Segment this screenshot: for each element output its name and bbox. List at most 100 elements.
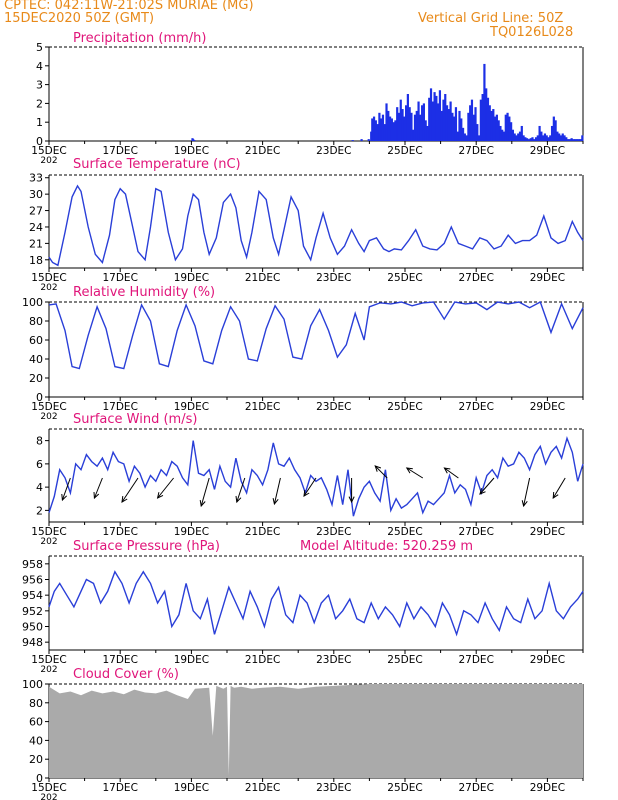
x-tick-label: 29DEC — [530, 272, 565, 284]
wind-arrow-head — [121, 496, 128, 503]
x-tick-label: 19DEC — [174, 526, 209, 538]
precip-bar — [549, 135, 552, 141]
precip-bar — [451, 112, 454, 141]
x-tick-label: 27DEC — [458, 145, 493, 157]
wind-arrow-head — [552, 491, 559, 499]
precip-bar — [495, 114, 498, 141]
precip-bar — [421, 105, 424, 141]
wind-arrow-shaft — [93, 477, 103, 499]
precip-bar — [447, 109, 450, 141]
y-tick-label: 954 — [22, 589, 43, 602]
precip-bar — [511, 129, 514, 141]
x-tick-label: 27DEC — [458, 654, 493, 666]
precip-bar — [394, 120, 397, 141]
precip-bar — [566, 139, 570, 141]
precip-bar — [526, 138, 529, 141]
x-tick-label: 19DEC — [174, 272, 209, 284]
precip-bar — [527, 139, 531, 141]
x-tick-label: 23DEC — [316, 654, 351, 666]
wind-arrow-head — [405, 467, 413, 474]
x-tick-label: 25DEC — [387, 401, 422, 413]
precip-bar — [574, 139, 577, 141]
panel-title: Precipitation (mm/h) — [73, 31, 206, 46]
wind-arrow-shaft — [236, 477, 246, 503]
precip-bar — [440, 110, 443, 141]
x-tick-label: 17DEC — [102, 272, 137, 284]
precip-bar — [458, 110, 461, 141]
panel-3 — [45, 300, 584, 401]
precip-bar — [412, 129, 415, 141]
x-tick-label: 21DEC — [245, 526, 280, 538]
wind-arrow-head — [479, 488, 486, 495]
x-tick-label: 15DEC — [31, 654, 66, 666]
precip-bar — [533, 139, 536, 141]
y-tick-label: 80 — [29, 315, 43, 328]
x-tick-label: 21DEC — [245, 782, 280, 794]
precip-bar — [444, 94, 447, 141]
panel-5 — [45, 555, 584, 654]
precip-bar — [408, 107, 411, 141]
precip-bar — [351, 140, 354, 141]
y-tick-label: 6 — [36, 458, 43, 471]
precip-bar — [380, 118, 383, 141]
precip-bar — [568, 139, 571, 141]
precip-bar — [385, 103, 388, 141]
y-tick-label: 3 — [36, 79, 43, 92]
panel-1 — [45, 46, 584, 145]
y-tick-label: 60 — [29, 716, 43, 729]
precip-bar — [577, 139, 580, 141]
precip-bar — [570, 138, 573, 141]
header-grid-note: Vertical Grid Line: 50Z — [418, 11, 564, 26]
series-line — [48, 300, 584, 370]
precip-bar — [547, 137, 550, 141]
y-tick-label: 2 — [36, 504, 43, 517]
precip-bar — [383, 124, 386, 141]
precip-bar — [456, 131, 459, 141]
x-tick-label: 21DEC — [245, 145, 280, 157]
precip-bar — [374, 120, 377, 141]
precip-bar — [392, 122, 395, 141]
x-tick-label: 29DEC — [530, 145, 565, 157]
precip-bar — [470, 99, 474, 141]
x-tick-label: 19DEC — [174, 654, 209, 666]
precip-bar — [479, 99, 482, 141]
precip-bar — [406, 94, 409, 141]
y-tick-label: 8 — [36, 435, 43, 448]
x-tick-label: 27DEC — [458, 401, 493, 413]
precip-bar — [388, 116, 392, 141]
x-tick-label: 29DEC — [530, 401, 565, 413]
precip-bar — [563, 135, 566, 141]
x-tick-label: 29DEC — [530, 526, 565, 538]
x-tick-label: 27DEC — [458, 272, 493, 284]
precip-bar — [492, 109, 495, 141]
x-tick-label: 23DEC — [316, 145, 351, 157]
precip-bar — [524, 137, 527, 141]
x-tick-label: 17DEC — [102, 145, 137, 157]
wind-arrow-shaft — [374, 465, 388, 479]
precip-bar — [559, 135, 563, 141]
x-tick-label: 15DEC — [31, 401, 66, 413]
y-tick-label: 5 — [36, 41, 43, 54]
panel-4 — [45, 428, 584, 526]
precip-bar — [504, 114, 507, 141]
y-tick-label: 4 — [36, 481, 43, 494]
precip-bar — [472, 114, 475, 141]
x-tick-label: 25DEC — [387, 782, 422, 794]
precip-bar — [565, 137, 568, 141]
wind-arrow-shaft — [552, 477, 566, 499]
x-tick-label: 19DEC — [174, 782, 209, 794]
x-tick-label: 19DEC — [174, 145, 209, 157]
precip-bar — [529, 138, 532, 141]
x-tick-label: 29DEC — [530, 654, 565, 666]
x-tick-label: 29DEC — [530, 782, 565, 794]
precip-bar — [401, 109, 404, 141]
precip-bar — [415, 110, 418, 141]
header-run-date: 15DEC2020 50Z (GMT) — [4, 11, 155, 26]
precip-bar — [517, 133, 520, 141]
wind-arrow-shaft — [479, 477, 495, 495]
precip-bar — [545, 135, 548, 141]
y-tick-label: 27 — [29, 205, 43, 218]
header-station: CPTEC: 042:11W-21:02S MURIAE (MG) — [4, 0, 254, 13]
precip-bar — [515, 135, 518, 141]
